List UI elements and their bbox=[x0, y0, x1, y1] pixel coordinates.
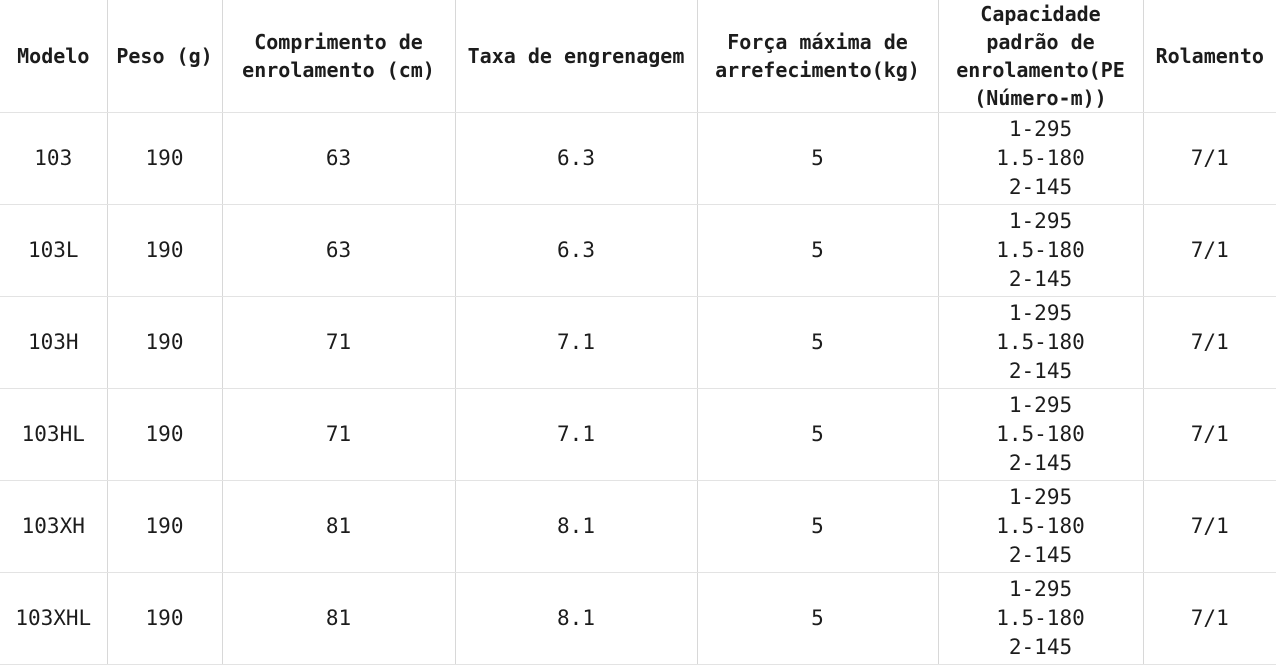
cell-modelo: 103L bbox=[0, 204, 108, 297]
col-header-comprimento: Comprimento de enrolamento (cm) bbox=[222, 0, 456, 113]
cell-comprimento: 63 bbox=[222, 112, 456, 205]
table-row: 103H 190 71 7.1 5 1-295 1.5-180 2-145 7/1 bbox=[0, 296, 1276, 389]
cell-taxa: 7.1 bbox=[455, 388, 698, 481]
cell-taxa: 6.3 bbox=[455, 204, 698, 297]
cell-peso: 190 bbox=[107, 112, 223, 205]
cell-peso: 190 bbox=[107, 480, 223, 573]
cell-rolamento: 7/1 bbox=[1143, 388, 1276, 481]
cell-rolamento: 7/1 bbox=[1143, 112, 1276, 205]
col-header-peso: Peso (g) bbox=[107, 0, 223, 113]
table-row: 103XH 190 81 8.1 5 1-295 1.5-180 2-145 7/1 bbox=[0, 480, 1276, 573]
col-header-forca: Força máxima de arrefecimento(kg) bbox=[697, 0, 939, 113]
cell-forca: 5 bbox=[697, 480, 939, 573]
cell-taxa: 8.1 bbox=[455, 572, 698, 665]
cell-peso: 190 bbox=[107, 296, 223, 389]
table-row: 103XHL 190 81 8.1 5 1-295 1.5-180 2-145 7/1 bbox=[0, 572, 1276, 665]
cell-modelo: 103XH bbox=[0, 480, 108, 573]
cell-rolamento: 7/1 bbox=[1143, 296, 1276, 389]
cell-forca: 5 bbox=[697, 572, 939, 665]
cell-modelo: 103H bbox=[0, 296, 108, 389]
cell-comprimento: 63 bbox=[222, 204, 456, 297]
header-row: Modelo Peso (g) Comprimento de enrolamen… bbox=[0, 0, 1276, 113]
cell-peso: 190 bbox=[107, 388, 223, 481]
cell-taxa: 6.3 bbox=[455, 112, 698, 205]
cell-modelo: 103 bbox=[0, 112, 108, 205]
cell-forca: 5 bbox=[697, 204, 939, 297]
cell-comprimento: 71 bbox=[222, 296, 456, 389]
cell-modelo: 103XHL bbox=[0, 572, 108, 665]
cell-forca: 5 bbox=[697, 112, 939, 205]
cell-comprimento: 81 bbox=[222, 572, 456, 665]
table-row: 103L 190 63 6.3 5 1-295 1.5-180 2-145 7/1 bbox=[0, 204, 1276, 297]
cell-forca: 5 bbox=[697, 296, 939, 389]
cell-peso: 190 bbox=[107, 572, 223, 665]
col-header-modelo: Modelo bbox=[0, 0, 108, 113]
cell-capacidade: 1-295 1.5-180 2-145 bbox=[938, 204, 1144, 297]
cell-capacidade: 1-295 1.5-180 2-145 bbox=[938, 388, 1144, 481]
cell-rolamento: 7/1 bbox=[1143, 572, 1276, 665]
spec-table-body: 103 190 63 6.3 5 1-295 1.5-180 2-145 7/1 103L 19… bbox=[0, 112, 1276, 665]
col-header-taxa: Taxa de engrenagem bbox=[455, 0, 698, 113]
cell-taxa: 7.1 bbox=[455, 296, 698, 389]
cell-capacidade: 1-295 1.5-180 2-145 bbox=[938, 296, 1144, 389]
cell-forca: 5 bbox=[697, 388, 939, 481]
cell-comprimento: 81 bbox=[222, 480, 456, 573]
col-header-capacidade: Capacidade padrão de enrolamento(PE (Núm… bbox=[938, 0, 1144, 113]
cell-modelo: 103HL bbox=[0, 388, 108, 481]
table-row: 103 190 63 6.3 5 1-295 1.5-180 2-145 7/1 bbox=[0, 112, 1276, 205]
cell-taxa: 8.1 bbox=[455, 480, 698, 573]
cell-rolamento: 7/1 bbox=[1143, 204, 1276, 297]
cell-capacidade: 1-295 1.5-180 2-145 bbox=[938, 572, 1144, 665]
table-row: 103HL 190 71 7.1 5 1-295 1.5-180 2-145 7/1 bbox=[0, 388, 1276, 481]
cell-peso: 190 bbox=[107, 204, 223, 297]
cell-rolamento: 7/1 bbox=[1143, 480, 1276, 573]
col-header-rolamento: Rolamento bbox=[1143, 0, 1276, 113]
cell-capacidade: 1-295 1.5-180 2-145 bbox=[938, 480, 1144, 573]
cell-comprimento: 71 bbox=[222, 388, 456, 481]
cell-capacidade: 1-295 1.5-180 2-145 bbox=[938, 112, 1144, 205]
